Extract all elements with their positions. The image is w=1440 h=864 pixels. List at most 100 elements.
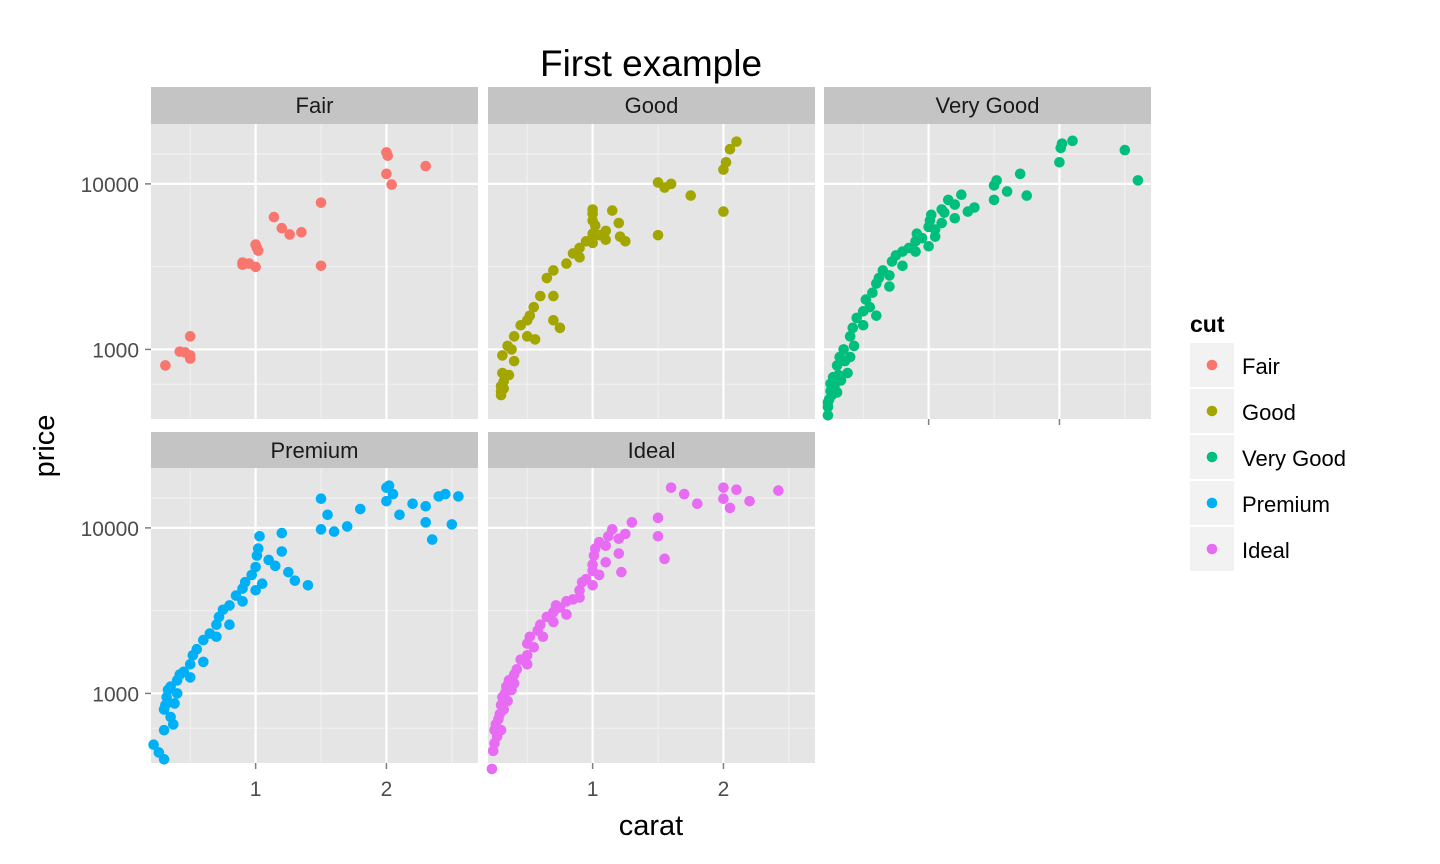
data-point-good: [508, 355, 520, 367]
y-tick-label: 1000: [92, 339, 139, 362]
data-point-premium: [283, 566, 294, 578]
legend-title: cut: [1190, 311, 1225, 337]
data-point-very-good: [939, 207, 950, 218]
data-point-premium: [148, 739, 159, 751]
data-point-ideal: [652, 512, 664, 524]
data-point-good: [574, 252, 585, 263]
data-point-very-good: [956, 189, 967, 201]
data-point-ideal: [486, 763, 498, 775]
data-point-ideal: [554, 602, 566, 613]
data-point-premium: [171, 688, 183, 699]
data-point-very-good: [1001, 186, 1013, 197]
data-point-good: [535, 290, 546, 302]
facet-strip: [151, 432, 478, 468]
data-point-fair: [184, 353, 196, 364]
data-point-premium: [420, 517, 431, 528]
data-point-premium: [341, 521, 353, 532]
legend-entry-premium: Premium: [1190, 481, 1330, 525]
data-point-ideal: [652, 530, 664, 542]
data-point-premium: [289, 575, 301, 586]
data-point-very-good: [1054, 157, 1065, 168]
data-point-premium: [276, 546, 288, 557]
data-point-premium: [302, 579, 314, 591]
data-point-premium: [269, 560, 281, 572]
data-point-ideal: [548, 616, 559, 628]
data-point-good: [574, 242, 585, 254]
data-point-fair: [284, 229, 295, 240]
data-point-premium: [184, 672, 196, 683]
data-point-very-good: [864, 301, 876, 313]
data-point-premium: [250, 561, 261, 573]
data-point-good: [600, 225, 612, 237]
data-point-ideal: [718, 482, 729, 493]
data-point-good: [506, 344, 517, 355]
data-point-fair: [381, 168, 392, 180]
data-point-premium: [160, 699, 171, 711]
panel-background: [151, 468, 478, 763]
data-point-premium: [446, 519, 458, 530]
data-point-good: [548, 314, 559, 326]
data-point-fair: [276, 222, 288, 234]
data-point-premium: [224, 600, 235, 611]
data-point-ideal: [524, 631, 536, 643]
data-point-ideal: [535, 619, 546, 631]
data-point-very-good: [835, 375, 847, 386]
legend-label: Fair: [1242, 354, 1280, 379]
data-point-ideal: [744, 495, 755, 507]
data-point-premium: [158, 754, 170, 765]
data-point-ideal: [718, 493, 729, 505]
legend-label: Very Good: [1242, 446, 1346, 471]
data-point-very-good: [949, 199, 961, 210]
data-point-premium: [198, 656, 209, 668]
data-point-ideal: [587, 559, 598, 570]
data-point-good: [541, 272, 553, 284]
data-point-ideal: [561, 609, 572, 620]
data-point-ideal: [528, 641, 540, 653]
data-point-premium: [354, 503, 366, 515]
data-point-very-good: [910, 246, 921, 257]
data-point-very-good: [916, 232, 928, 244]
data-point-premium: [394, 509, 405, 521]
data-point-fair: [160, 360, 171, 371]
data-point-good: [652, 229, 664, 241]
data-point-premium: [453, 491, 464, 502]
data-point-fair: [296, 226, 307, 238]
legend-label: Ideal: [1242, 538, 1290, 563]
data-point-very-good: [884, 270, 895, 281]
data-point-good: [561, 258, 572, 269]
data-point-ideal: [587, 579, 598, 591]
data-point-good: [528, 301, 540, 313]
data-point-ideal: [537, 631, 549, 643]
data-point-good: [685, 190, 697, 201]
data-point-premium: [315, 493, 327, 505]
x-tick-label: 1: [587, 778, 599, 801]
y-tick-label: 10000: [81, 518, 139, 541]
data-point-very-good: [1014, 168, 1026, 180]
data-point-premium: [407, 498, 418, 509]
facet-strip-label: Very Good: [936, 93, 1040, 118]
legend-entry-very-good: Very Good: [1190, 435, 1346, 479]
data-point-premium: [158, 724, 170, 736]
facet-panels: Fair 1000 10000 Good Very Good Premium 1000 100…: [81, 87, 1151, 801]
data-point-very-good: [831, 360, 843, 371]
data-point-premium: [426, 534, 438, 545]
panel-background: [488, 124, 815, 419]
data-point-ideal: [620, 528, 631, 540]
data-point-very-good: [1119, 144, 1131, 156]
data-point-very-good: [936, 217, 948, 229]
data-point-ideal: [502, 695, 513, 707]
data-point-very-good: [923, 240, 934, 252]
legend-entry-fair: Fair: [1190, 343, 1280, 387]
data-point-very-good: [969, 202, 980, 213]
data-point-good: [529, 334, 541, 345]
y-tick-label: 10000: [81, 174, 139, 197]
data-point-premium: [383, 480, 395, 491]
data-point-very-good: [949, 212, 961, 224]
data-point-very-good: [848, 340, 860, 352]
panel-background: [824, 124, 1151, 419]
data-point-ideal: [613, 548, 625, 559]
facet-strip-label: Premium: [270, 438, 358, 463]
data-point-good: [718, 206, 729, 217]
data-point-very-good: [842, 367, 853, 379]
